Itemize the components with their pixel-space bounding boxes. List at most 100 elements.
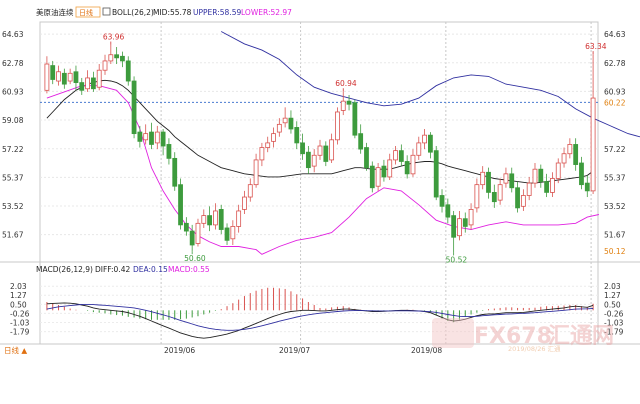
candle-up xyxy=(590,97,596,192)
candle-down xyxy=(288,117,294,130)
macd-diff-value: DIFF:0.42 xyxy=(95,265,130,274)
macd-tick-label-left: -1.03 xyxy=(10,319,30,328)
candle-up xyxy=(282,117,288,124)
candle-down xyxy=(579,162,584,186)
candle-up xyxy=(317,145,323,156)
candle-up xyxy=(335,111,340,141)
candle-up xyxy=(96,69,102,88)
candle-up xyxy=(555,162,561,179)
macd-tick-label-left: 0.50 xyxy=(10,300,27,309)
candle-down xyxy=(183,222,189,232)
period-tag: 日线 xyxy=(79,8,93,17)
last-price-box xyxy=(600,97,638,108)
candle-down xyxy=(404,161,410,175)
price-tick-label-right: 53.52 xyxy=(604,202,626,211)
price-tick-label-right: 60.93 xyxy=(604,87,626,96)
candle-up xyxy=(468,209,474,226)
candle-up xyxy=(532,168,538,184)
boll-upper-line xyxy=(220,31,640,138)
candle-down xyxy=(137,131,143,142)
price-annotation: 63.34 xyxy=(585,42,607,51)
candle-up xyxy=(67,72,73,82)
candle-down xyxy=(509,173,515,189)
candle-down xyxy=(346,100,352,105)
date-axis-label: 2019/08 xyxy=(411,346,442,355)
candle-up xyxy=(276,123,282,133)
candle-up xyxy=(387,159,393,178)
price-tick-label-left: 51.67 xyxy=(2,231,24,240)
price-tick-label-left: 64.63 xyxy=(2,30,24,39)
candle-down xyxy=(305,151,311,169)
macd-tick-label-right: -0.26 xyxy=(604,309,624,318)
candle-up xyxy=(253,159,259,186)
candle-down xyxy=(486,171,491,193)
candle-down xyxy=(538,168,544,182)
period-tag-box xyxy=(75,6,101,18)
candle-up xyxy=(340,100,346,111)
candle-down xyxy=(352,102,358,136)
macd-tick-label-left: -1.79 xyxy=(10,328,30,337)
price-tick-label-left: 53.52 xyxy=(2,202,24,211)
candle-up xyxy=(271,133,276,142)
candle-up xyxy=(108,54,114,62)
candle-down xyxy=(427,134,433,153)
candle-up xyxy=(259,147,265,161)
macd-tick-label-left: 2.03 xyxy=(10,282,27,291)
date-axis-label: 2019/07 xyxy=(279,346,310,355)
candle-up xyxy=(242,196,247,210)
candle-up xyxy=(56,71,61,82)
macd-tick-label-left: 1.27 xyxy=(10,291,27,300)
candle-up xyxy=(265,142,271,148)
candle-down xyxy=(178,184,183,226)
candle-up xyxy=(375,167,381,187)
candle-up xyxy=(497,184,503,201)
boll-indicator-label: BOLL(26,2) xyxy=(112,8,154,17)
candle-down xyxy=(439,195,445,207)
candle-down xyxy=(369,165,375,189)
macd-tick-label-right: -1.79 xyxy=(604,328,624,337)
macd-hist-value: MACD:0.55 xyxy=(168,265,210,274)
macd-indicator-label: MACD(26,12,9) xyxy=(36,265,93,274)
price-tick-label-right: 55.37 xyxy=(604,173,626,182)
candle-down xyxy=(224,227,230,241)
candle-up xyxy=(561,153,567,164)
candle-up xyxy=(457,218,462,237)
watermark-logo-block xyxy=(432,318,474,348)
candle-down xyxy=(584,182,590,192)
candle-down xyxy=(207,215,213,226)
candle-down xyxy=(433,150,439,198)
macd-tick-label-right: 2.03 xyxy=(604,282,621,291)
candle-up xyxy=(201,215,207,224)
candle-down xyxy=(491,191,497,203)
footer-period-tag: 日线 ▲ xyxy=(4,345,27,355)
macd-dea-value: DEA:0.15 xyxy=(133,265,168,274)
candle-down xyxy=(131,80,137,135)
candle-down xyxy=(172,157,178,187)
candle-up xyxy=(416,142,422,156)
date-axis-label: 2019/06 xyxy=(164,346,195,355)
candle-up xyxy=(520,195,526,207)
candle-down xyxy=(114,54,120,59)
price-tick-label-left: 59.08 xyxy=(2,116,24,125)
macd-tick-label-left: -0.26 xyxy=(10,309,30,318)
candle-up xyxy=(329,139,335,161)
price-annotation: 60.94 xyxy=(335,79,357,88)
candle-up xyxy=(422,134,427,144)
candle-down xyxy=(398,150,404,162)
candle-down xyxy=(451,215,457,238)
candle-up xyxy=(503,173,509,184)
candle-down xyxy=(218,209,224,230)
bottom-price-label: 50.12 xyxy=(604,247,626,256)
instrument-title: 美原油连续 xyxy=(36,7,74,17)
candle-down xyxy=(73,71,79,83)
boll-lower-value: LOWER:52.97 xyxy=(241,8,292,17)
macd-tick-label-right: -1.03 xyxy=(604,319,624,328)
candle-down xyxy=(364,147,369,169)
boll-mid-line xyxy=(46,79,594,184)
candle-up xyxy=(247,184,253,198)
candle-up xyxy=(474,184,480,209)
price-tick-label-left: 62.78 xyxy=(2,59,24,68)
